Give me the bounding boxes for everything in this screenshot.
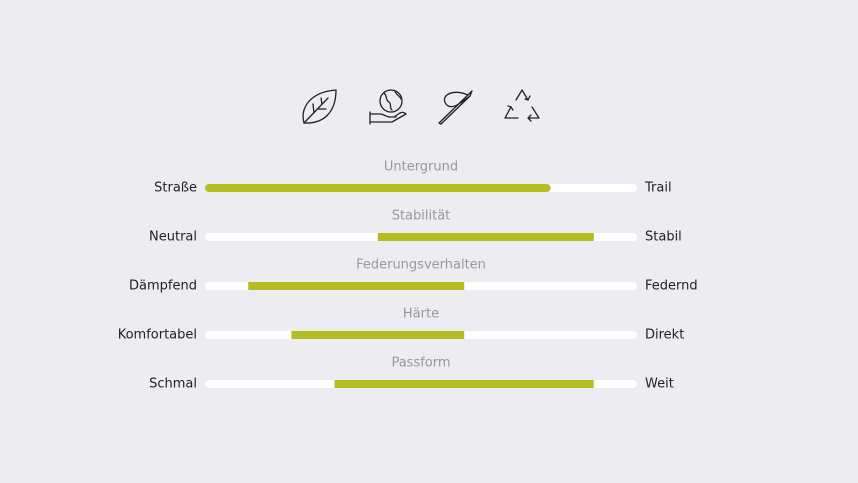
right-label: Weit: [645, 377, 674, 392]
range-bar: [377, 233, 594, 241]
scale-title: Untergrund: [384, 160, 458, 175]
left-label: Straße: [154, 181, 197, 196]
left-label: Neutral: [149, 230, 197, 245]
right-label: Federnd: [645, 279, 698, 294]
range-bar: [291, 331, 465, 339]
range-bar: [248, 282, 465, 290]
left-label: Schmal: [149, 377, 197, 392]
left-label: Komfortabel: [118, 328, 197, 343]
scale-title: Passform: [391, 356, 450, 371]
right-label: Stabil: [645, 230, 682, 245]
icon-needle: [438, 90, 473, 125]
right-label: Direkt: [645, 328, 684, 343]
range-bar: [334, 380, 594, 388]
left-label: Dämpfend: [129, 279, 197, 294]
scale-title: Stabilität: [392, 209, 451, 224]
scale-title: Federungsverhalten: [356, 258, 486, 273]
right-label: Trail: [644, 181, 672, 196]
icon-globe-hand: [369, 89, 407, 125]
icon-recycle: [504, 89, 540, 122]
icon-leaf: [302, 89, 337, 124]
scale-title: Härte: [403, 307, 439, 322]
range-bar: [205, 184, 551, 192]
